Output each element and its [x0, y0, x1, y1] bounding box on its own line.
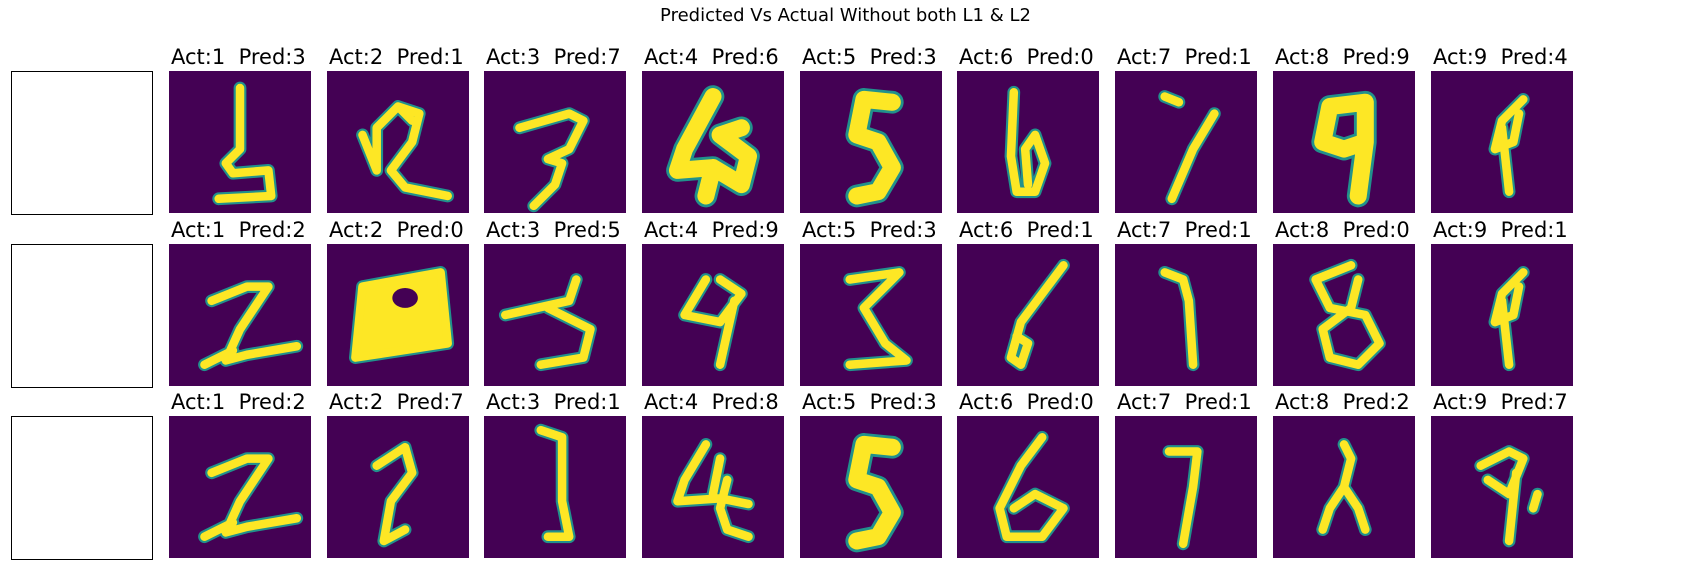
panel-title: Act:3 Pred:7 [486, 45, 621, 69]
panel-title: Act:5 Pred:3 [802, 45, 937, 69]
panel-title: Act:3 Pred:5 [486, 218, 621, 242]
digit-stroke [845, 88, 904, 208]
digit-image [1115, 244, 1257, 386]
digit-image [1431, 244, 1573, 386]
digit-stroke [1488, 93, 1530, 199]
digit-stroke [678, 273, 748, 372]
digit-stroke [1158, 266, 1200, 372]
panel-title: Act:2 Pred:7 [329, 390, 464, 414]
panel-title: Act:5 Pred:3 [802, 390, 937, 414]
digit-image [327, 416, 469, 558]
digit-stroke [370, 440, 419, 548]
digit-image [1431, 71, 1573, 213]
digit-stroke [1004, 258, 1070, 372]
panel-title: Act:8 Pred:9 [1275, 45, 1410, 69]
panel-title: Act:7 Pred:1 [1117, 390, 1252, 414]
digit-image [800, 71, 942, 213]
digit-stroke [212, 81, 278, 206]
panel-title: Act:1 Pred:3 [171, 45, 306, 69]
panel-title: Act:3 Pred:1 [486, 390, 621, 414]
panel-title: Act:6 Pred:0 [959, 45, 1094, 69]
digit-stroke [666, 85, 760, 208]
digit-image [1115, 71, 1257, 213]
digit-image [169, 244, 311, 386]
panel-title: Act:7 Pred:1 [1117, 218, 1252, 242]
panel-title: Act:4 Pred:9 [644, 218, 779, 242]
digit-image [642, 416, 784, 558]
digit-image [642, 71, 784, 213]
panel-title: Act:8 Pred:2 [1275, 390, 1410, 414]
digit-stroke [1488, 266, 1530, 372]
digit-image [327, 244, 469, 386]
panel-title: Act:5 Pred:3 [802, 218, 937, 242]
digit-image [1115, 416, 1257, 558]
digit-stroke [349, 266, 455, 364]
digit-stroke [198, 280, 304, 372]
digit-stroke [671, 438, 755, 544]
panel-title: Act:9 Pred:1 [1433, 218, 1568, 242]
digit-stroke [1474, 445, 1544, 548]
digit-image [957, 416, 1099, 558]
digit-image [957, 244, 1099, 386]
digit-stroke [534, 423, 576, 544]
digit-image [1273, 244, 1415, 386]
digit-image [800, 416, 942, 558]
panel-title: Act:9 Pred:7 [1433, 390, 1568, 414]
digit-image [800, 244, 942, 386]
digit-image [642, 244, 784, 386]
empty-axes [11, 71, 153, 215]
digit-stroke [356, 100, 455, 203]
panel-title: Act:2 Pred:1 [329, 45, 464, 69]
digit-stroke [1309, 258, 1386, 372]
digit-image [327, 71, 469, 213]
digit-stroke [993, 430, 1070, 544]
figure-title: Predicted Vs Actual Without both L1 & L2 [660, 5, 1031, 26]
empty-axes [11, 244, 153, 388]
digit-stroke [1158, 90, 1221, 206]
digit-stroke [1311, 90, 1377, 208]
digit-image [484, 71, 626, 213]
digit-stroke [198, 452, 304, 544]
panel-title: Act:8 Pred:0 [1275, 218, 1410, 242]
digit-image [957, 71, 1099, 213]
digit-image [1431, 416, 1573, 558]
empty-axes [11, 416, 153, 560]
digit-stroke [1316, 438, 1372, 536]
digit-stroke [843, 266, 913, 372]
digit-image [169, 71, 311, 213]
digit-stroke [1162, 445, 1204, 551]
panel-title: Act:9 Pred:4 [1433, 45, 1568, 69]
digit-stroke [1004, 85, 1052, 199]
panel-title: Act:6 Pred:0 [959, 390, 1094, 414]
panel-title: Act:1 Pred:2 [171, 390, 306, 414]
digit-image [169, 416, 311, 558]
panel-title: Act:4 Pred:6 [644, 45, 779, 69]
panel-title: Act:2 Pred:0 [329, 218, 464, 242]
digit-image [484, 416, 626, 558]
digit-image [484, 244, 626, 386]
digit-stroke [513, 107, 590, 213]
digit-image [1273, 71, 1415, 213]
digit-image [1273, 416, 1415, 558]
panel-title: Act:1 Pred:2 [171, 218, 306, 242]
panel-title: Act:6 Pred:1 [959, 218, 1094, 242]
digit-stroke [498, 273, 597, 372]
panel-title: Act:7 Pred:1 [1117, 45, 1252, 69]
digit-stroke [845, 433, 904, 553]
panel-title: Act:4 Pred:8 [644, 390, 779, 414]
